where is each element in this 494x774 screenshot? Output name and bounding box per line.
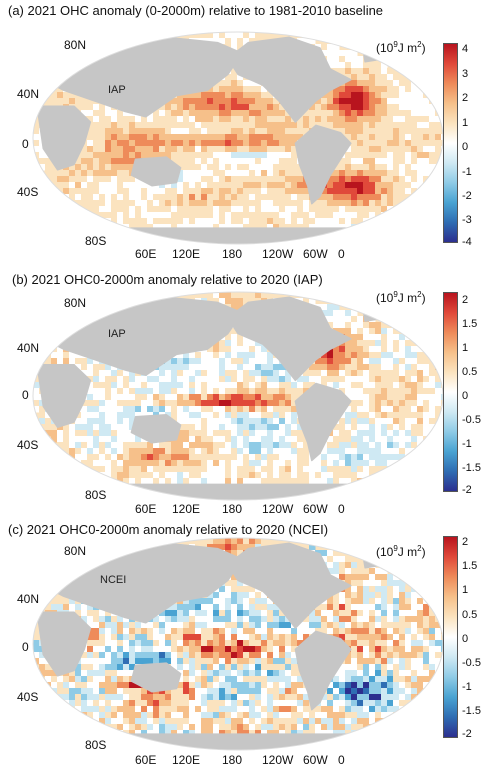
colorbar-tick: 2 xyxy=(462,92,469,104)
lon-label-60w: 60W xyxy=(303,502,328,516)
colorbar-tick: 4 xyxy=(462,43,469,55)
colorbar-tick: -2 xyxy=(462,190,472,202)
lon-label-120w: 120W xyxy=(262,247,294,261)
colorbar xyxy=(443,536,458,738)
lon-label-120e: 120E xyxy=(172,753,201,767)
colorbar-tick: 0.5 xyxy=(462,366,478,378)
panel-b: (b) 2021 OHC0-2000m anomaly relative to … xyxy=(0,264,494,522)
lat-label-40s: 40S xyxy=(17,690,39,704)
colorbar-tick: 2 xyxy=(462,294,469,306)
colorbar-tick: -4 xyxy=(462,236,472,248)
lat-label-80n: 80N xyxy=(64,544,87,558)
panel-c: (c) 2021 OHC0-2000m anomaly relative to … xyxy=(0,516,494,774)
land-mass xyxy=(52,227,424,244)
lon-label-60w: 60W xyxy=(303,247,328,261)
colorbar xyxy=(443,43,458,243)
colorbar-tick: 1.5 xyxy=(462,560,478,572)
land-mass xyxy=(294,630,352,711)
lat-label-0: 0 xyxy=(22,137,29,151)
lon-label-60e: 60E xyxy=(135,753,157,767)
colorbar xyxy=(443,292,458,492)
colorbar-tick: -2 xyxy=(462,484,472,496)
lon-label-0: 0 xyxy=(338,753,345,767)
lon-label-180: 180 xyxy=(222,247,243,261)
lon-label-60w: 60W xyxy=(303,753,328,767)
lon-label-180: 180 xyxy=(222,502,243,516)
land-mass xyxy=(130,662,182,693)
colorbar-tick: 0 xyxy=(462,633,469,645)
land-mass xyxy=(227,36,352,123)
lon-label-0: 0 xyxy=(338,247,345,261)
ohc-map xyxy=(32,291,444,501)
lon-label-120e: 120E xyxy=(172,247,201,261)
lat-label-80s: 80S xyxy=(85,738,107,752)
lon-label-120w: 120W xyxy=(262,753,294,767)
colorbar-tick: 2 xyxy=(462,536,469,548)
panel-a: (a) 2021 OHC anomaly (0-2000m) relative … xyxy=(0,0,494,261)
ohc-map xyxy=(32,537,444,751)
land-mass xyxy=(294,382,352,462)
lon-label-180: 180 xyxy=(222,753,243,767)
lat-label-80n: 80N xyxy=(64,38,87,52)
colorbar-tick: -0.5 xyxy=(462,657,481,669)
ohc-map xyxy=(32,31,444,245)
lat-label-80s: 80S xyxy=(85,234,107,248)
unit-label: (109J m2) xyxy=(376,40,426,55)
panel-title: (b) 2021 OHC0-2000m anomaly relative to … xyxy=(12,272,323,287)
colorbar-tick: -1 xyxy=(462,166,472,178)
lon-label-120e: 120E xyxy=(172,502,201,516)
colorbar-tick: 0 xyxy=(462,390,469,402)
land-mass xyxy=(294,124,352,205)
lat-label-40s: 40S xyxy=(17,185,39,199)
lat-label-40s: 40S xyxy=(17,438,39,452)
colorbar-tick: 1 xyxy=(462,117,469,129)
unit-label: (109J m2) xyxy=(376,544,426,559)
colorbar-tick: -1 xyxy=(462,681,472,693)
lon-label-60e: 60E xyxy=(135,247,157,261)
lat-label-0: 0 xyxy=(22,388,29,402)
lat-label-80s: 80S xyxy=(85,488,107,502)
colorbar-tick: -3 xyxy=(462,214,472,226)
land-mass xyxy=(36,105,92,171)
lat-label-40n: 40N xyxy=(17,592,40,606)
colorbar-tick: 1 xyxy=(462,584,469,596)
source-label: IAP xyxy=(108,328,126,340)
land-mass xyxy=(227,542,352,629)
lon-label-120w: 120W xyxy=(262,502,294,516)
lat-label-40n: 40N xyxy=(17,87,40,101)
lat-label-80n: 80N xyxy=(64,296,87,310)
colorbar-tick: -1.5 xyxy=(462,705,481,717)
colorbar-tick: 0.5 xyxy=(462,609,478,621)
land-mass xyxy=(52,733,424,750)
colorbar-tick: -1.5 xyxy=(462,462,481,474)
source-label: IAP xyxy=(108,84,126,96)
colorbar-tick: -2 xyxy=(462,728,472,740)
source-label: NCEI xyxy=(100,574,127,586)
land-mass xyxy=(227,296,352,382)
lat-label-40n: 40N xyxy=(17,341,40,355)
panel-title: (c) 2021 OHC0-2000m anomaly relative to … xyxy=(8,522,329,537)
land-mass xyxy=(130,413,182,444)
colorbar-tick: 3 xyxy=(462,68,469,80)
land-mass xyxy=(36,364,92,428)
land-mass xyxy=(36,611,92,677)
colorbar-tick: 1.5 xyxy=(462,318,478,330)
lat-label-0: 0 xyxy=(22,640,29,654)
colorbar-tick: 1 xyxy=(462,342,469,354)
colorbar-tick: -1 xyxy=(462,438,472,450)
unit-label: (109J m2) xyxy=(376,290,426,305)
colorbar-tick: -0.5 xyxy=(462,414,481,426)
lon-label-60e: 60E xyxy=(135,502,157,516)
land-mass xyxy=(52,483,424,500)
panel-title: (a) 2021 OHC anomaly (0-2000m) relative … xyxy=(8,3,384,18)
lon-label-0: 0 xyxy=(338,502,345,516)
colorbar-tick: 0 xyxy=(462,141,469,153)
land-mass xyxy=(130,156,182,187)
